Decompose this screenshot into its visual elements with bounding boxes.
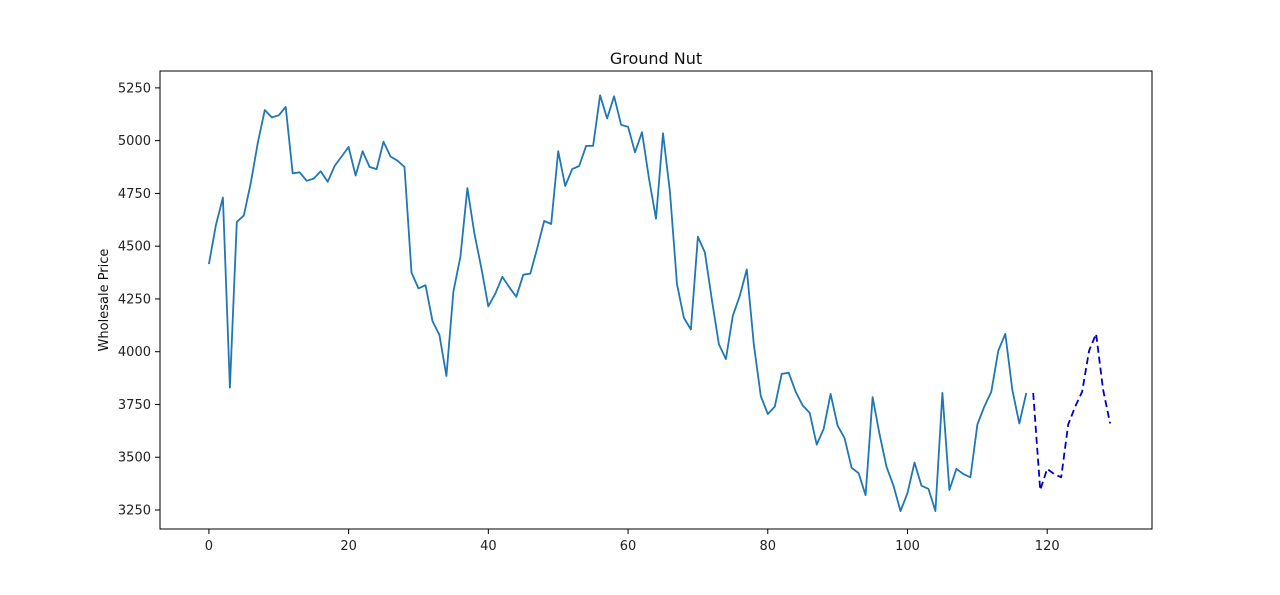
y-axis-ticks: 3250 3500 3750 4000 4250 4500 4750 5000 5250 [118, 81, 160, 519]
x-tick-label: 120 [1035, 539, 1060, 554]
plot-frame [159, 70, 1153, 530]
x-axis-ticks: 0 20 40 60 80 100 120 [205, 529, 1060, 554]
x-tick-label: 60 [620, 539, 637, 554]
y-tick-label: 5250 [118, 81, 151, 96]
y-axis-label: Wholesale Price [97, 249, 112, 352]
forecast-series-line [1032, 332, 1111, 491]
y-tick-label: 4000 [118, 345, 151, 360]
y-tick-label: 3250 [118, 504, 151, 519]
series-layer [208, 94, 1111, 513]
y-tick-label: 4500 [118, 240, 151, 255]
y-tick-label: 3750 [118, 398, 151, 413]
y-tick-label: 3500 [118, 451, 151, 466]
x-tick-label: 0 [205, 539, 213, 554]
price-series-line [208, 94, 1028, 513]
y-tick-label: 4750 [118, 187, 151, 202]
y-tick-label: 4250 [118, 292, 151, 307]
x-tick-label: 100 [895, 539, 920, 554]
chart-title: Ground Nut [610, 49, 702, 68]
x-tick-label: 20 [340, 539, 357, 554]
x-tick-label: 80 [760, 539, 777, 554]
x-tick-label: 40 [480, 539, 497, 554]
y-tick-label: 5000 [118, 134, 151, 149]
